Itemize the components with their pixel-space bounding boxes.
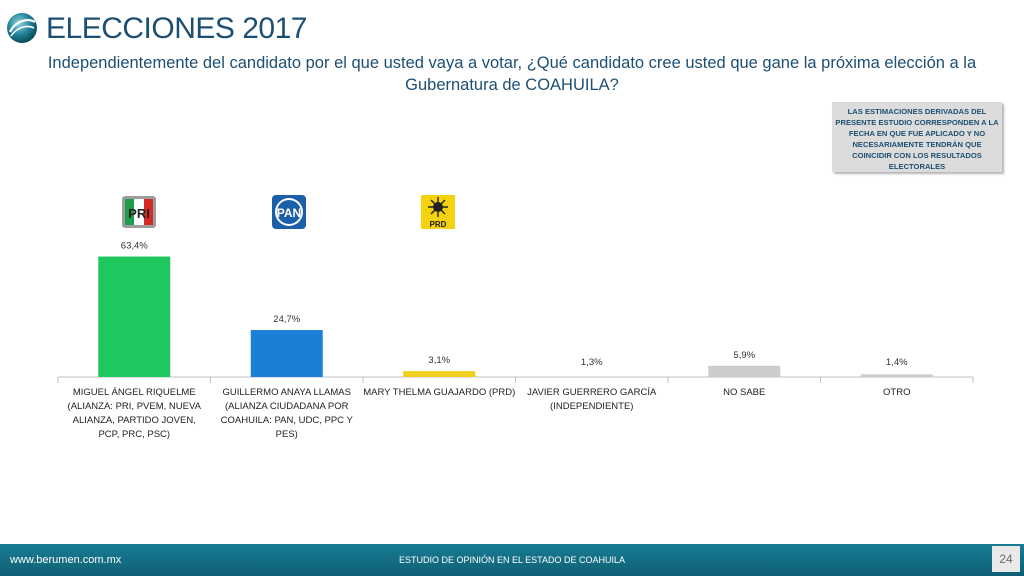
- category-label: MARY THELMA GUAJARDO (PRD): [363, 387, 515, 398]
- category-label: JAVIER GUERRERO GARCÍA (INDEPENDIENTE): [527, 387, 657, 412]
- page-number: 24: [992, 546, 1020, 572]
- bar: [98, 256, 171, 377]
- berumen-globe-icon: [7, 13, 37, 43]
- footer-bar: www.berumen.com.mx ESTUDIO DE OPINIÓN EN…: [0, 544, 1024, 576]
- data-label: 3,1%: [428, 355, 450, 366]
- bar: [708, 365, 781, 377]
- data-label: 24,7%: [273, 314, 300, 325]
- data-label: 1,3%: [581, 357, 603, 368]
- category-label: MIGUEL ÁNGEL RIQUELME (ALIANZA: PRI, PVEM…: [68, 387, 202, 440]
- category-label: GUILLERMO ANAYA LLAMAS (ALIANZA CIUDADANA…: [221, 387, 354, 440]
- data-label: 1,4%: [886, 357, 908, 368]
- footer-url-link[interactable]: www.berumen.com.mx: [10, 554, 122, 566]
- bar: [250, 330, 323, 377]
- question-subtitle: Independientemente del candidato por el …: [47, 54, 977, 94]
- bar-chart: PRI PAN PRD 63,4% 24,7% 3,1% 1,3% 5,9% 1,4% M…: [57, 195, 974, 440]
- pri-logo: PRI: [122, 196, 156, 228]
- bar: [860, 374, 933, 377]
- prd-logo-text: PRD: [430, 220, 447, 229]
- data-label: 5,9%: [733, 350, 755, 361]
- footer-study-label: ESTUDIO DE OPINIÓN EN EL ESTADO DE COAHU…: [398, 555, 626, 565]
- category-label: NO SABE: [723, 387, 765, 398]
- pan-logo-text: PAN: [277, 206, 301, 220]
- prd-logo: PRD: [421, 195, 455, 229]
- category-label: OTRO: [883, 387, 910, 398]
- pan-logo: PAN: [272, 195, 306, 229]
- data-label: 63,4%: [121, 241, 148, 252]
- disclaimer-box: LAS ESTIMACIONES DERIVADAS DEL PRESENTE …: [832, 102, 1002, 172]
- pri-logo-text: PRI: [128, 206, 150, 221]
- bar: [403, 371, 476, 377]
- page-title: ELECCIONES 2017: [46, 12, 307, 45]
